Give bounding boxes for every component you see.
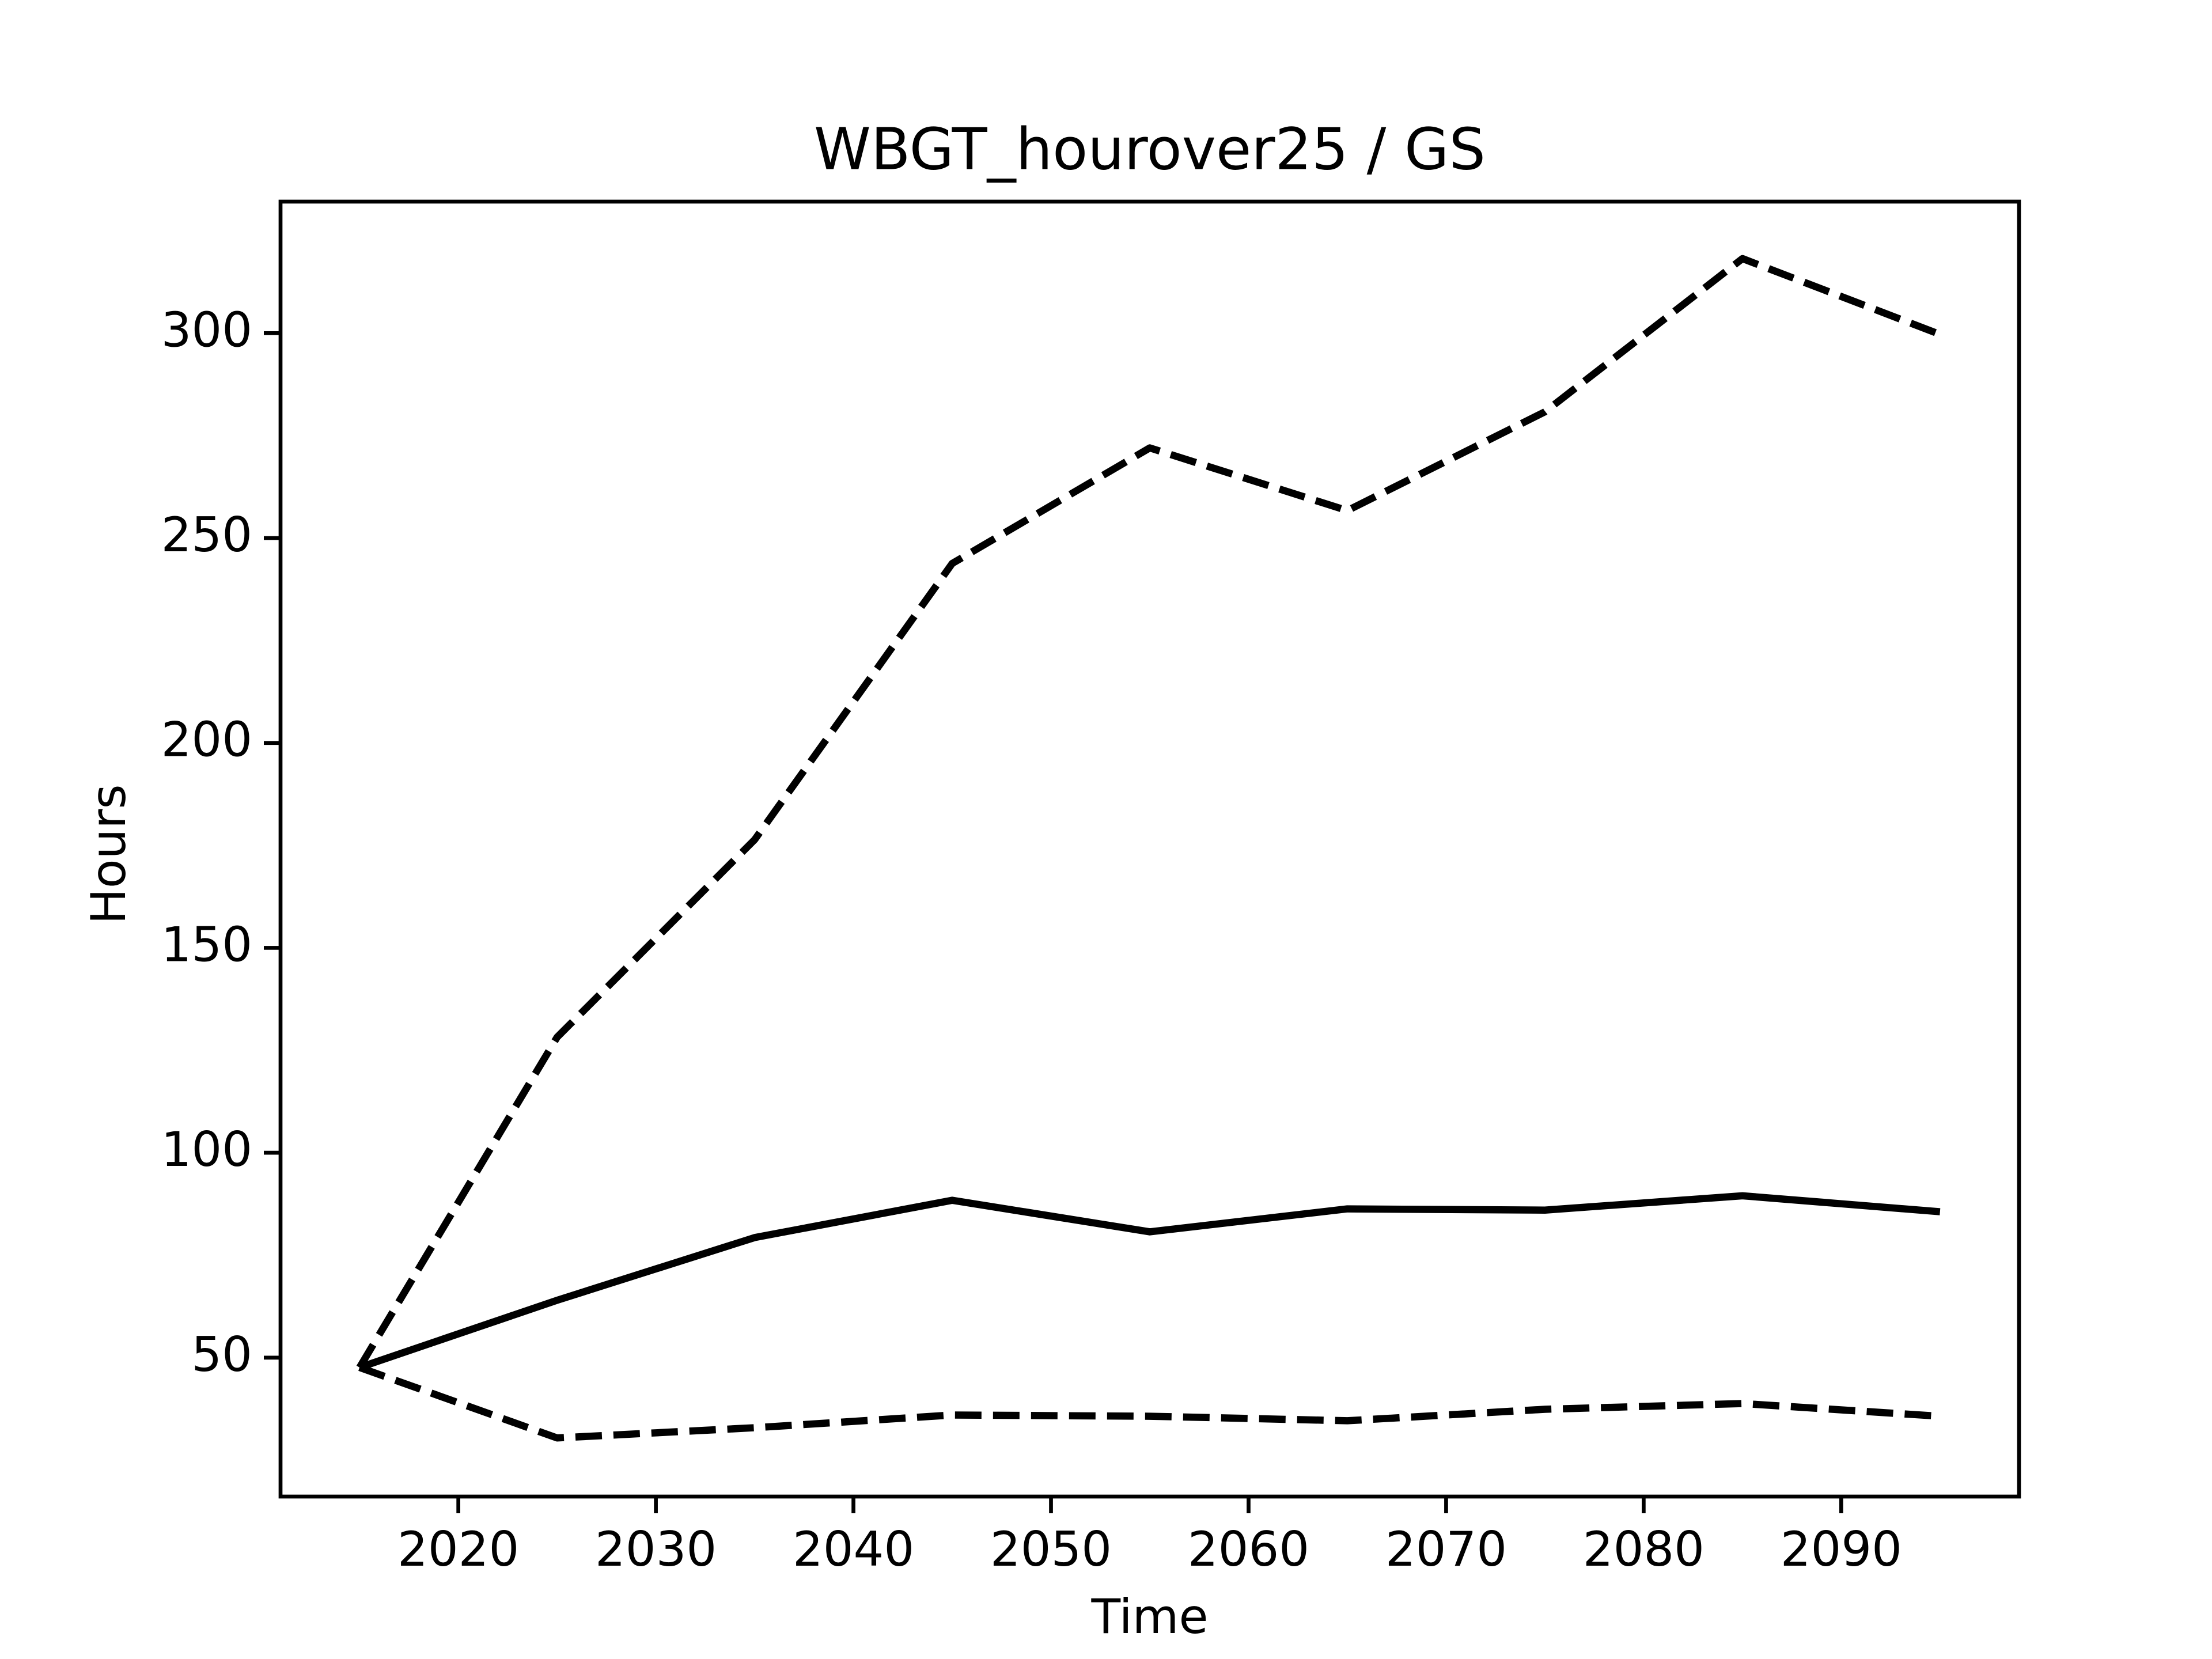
y-tick-label: 50 bbox=[191, 1327, 252, 1382]
x-tick-label: 2080 bbox=[1583, 1521, 1705, 1577]
series-line bbox=[356, 255, 1942, 1370]
y-tick-label: 300 bbox=[161, 302, 252, 358]
x-tick-label: 2060 bbox=[1188, 1521, 1309, 1577]
x-axis-label: Time bbox=[1090, 1589, 1208, 1645]
y-tick-label: 100 bbox=[161, 1122, 252, 1177]
y-tick-label: 250 bbox=[161, 507, 252, 563]
x-tick-label: 2090 bbox=[1781, 1521, 1902, 1577]
x-tick-label: 2030 bbox=[595, 1521, 717, 1577]
y-axis-label: Hours bbox=[81, 784, 137, 924]
x-tick-label: 2040 bbox=[793, 1521, 914, 1577]
chart-title: WBGT_hourover25 / GS bbox=[814, 115, 1486, 183]
plot-frame bbox=[278, 199, 2021, 1499]
series-line bbox=[358, 1192, 1941, 1371]
y-tick-label: 150 bbox=[161, 916, 252, 972]
series-line bbox=[358, 1364, 1941, 1442]
y-tick-label: 200 bbox=[161, 712, 252, 768]
x-tick-label: 2070 bbox=[1385, 1521, 1507, 1577]
x-tick-label: 2050 bbox=[990, 1521, 1112, 1577]
x-tick-label: 2020 bbox=[397, 1521, 519, 1577]
